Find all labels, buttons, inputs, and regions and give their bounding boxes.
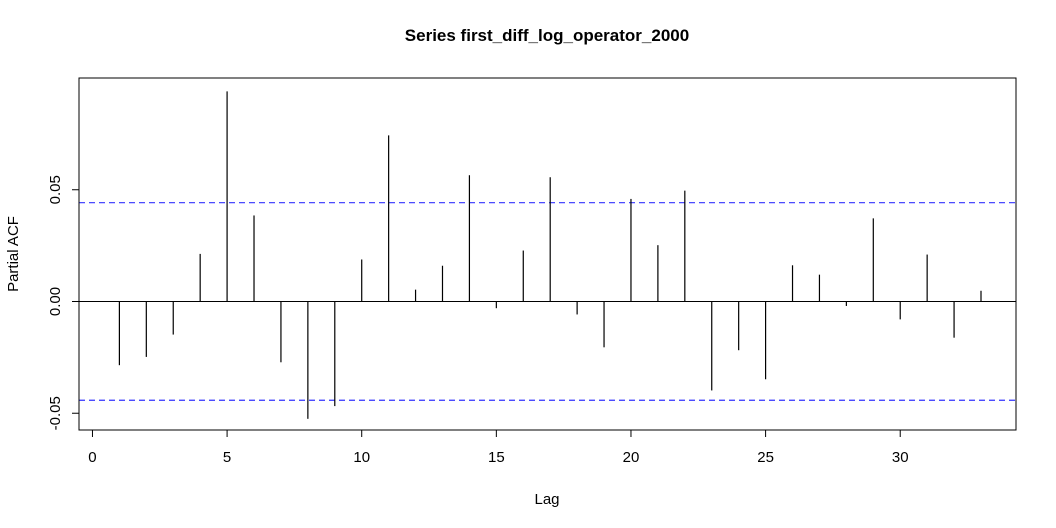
- x-tick-label: 25: [757, 449, 774, 466]
- x-tick-label: 15: [488, 449, 505, 466]
- y-tick-label: -0.05: [47, 396, 64, 430]
- y-tick-label: 0.05: [47, 175, 64, 204]
- x-tick-label: 0: [88, 449, 96, 466]
- x-axis-label: Lag: [534, 491, 559, 508]
- x-tick-label: 5: [223, 449, 231, 466]
- chart-title: Series first_diff_log_operator_2000: [405, 26, 689, 45]
- plot-frame: [78, 77, 1017, 431]
- y-tick-label: 0.00: [47, 287, 64, 316]
- y-axis-label: Partial ACF: [5, 216, 22, 292]
- x-tick-label: 30: [892, 449, 909, 466]
- x-tick-label: 10: [353, 449, 370, 466]
- x-tick-label: 20: [623, 449, 640, 466]
